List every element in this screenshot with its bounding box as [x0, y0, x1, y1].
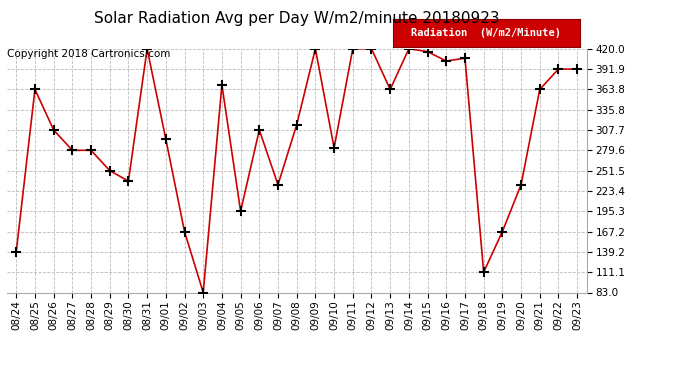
Text: Solar Radiation Avg per Day W/m2/minute 20180923: Solar Radiation Avg per Day W/m2/minute …: [94, 11, 500, 26]
Text: Radiation  (W/m2/Minute): Radiation (W/m2/Minute): [411, 28, 562, 38]
Text: Copyright 2018 Cartronics.com: Copyright 2018 Cartronics.com: [7, 49, 170, 59]
